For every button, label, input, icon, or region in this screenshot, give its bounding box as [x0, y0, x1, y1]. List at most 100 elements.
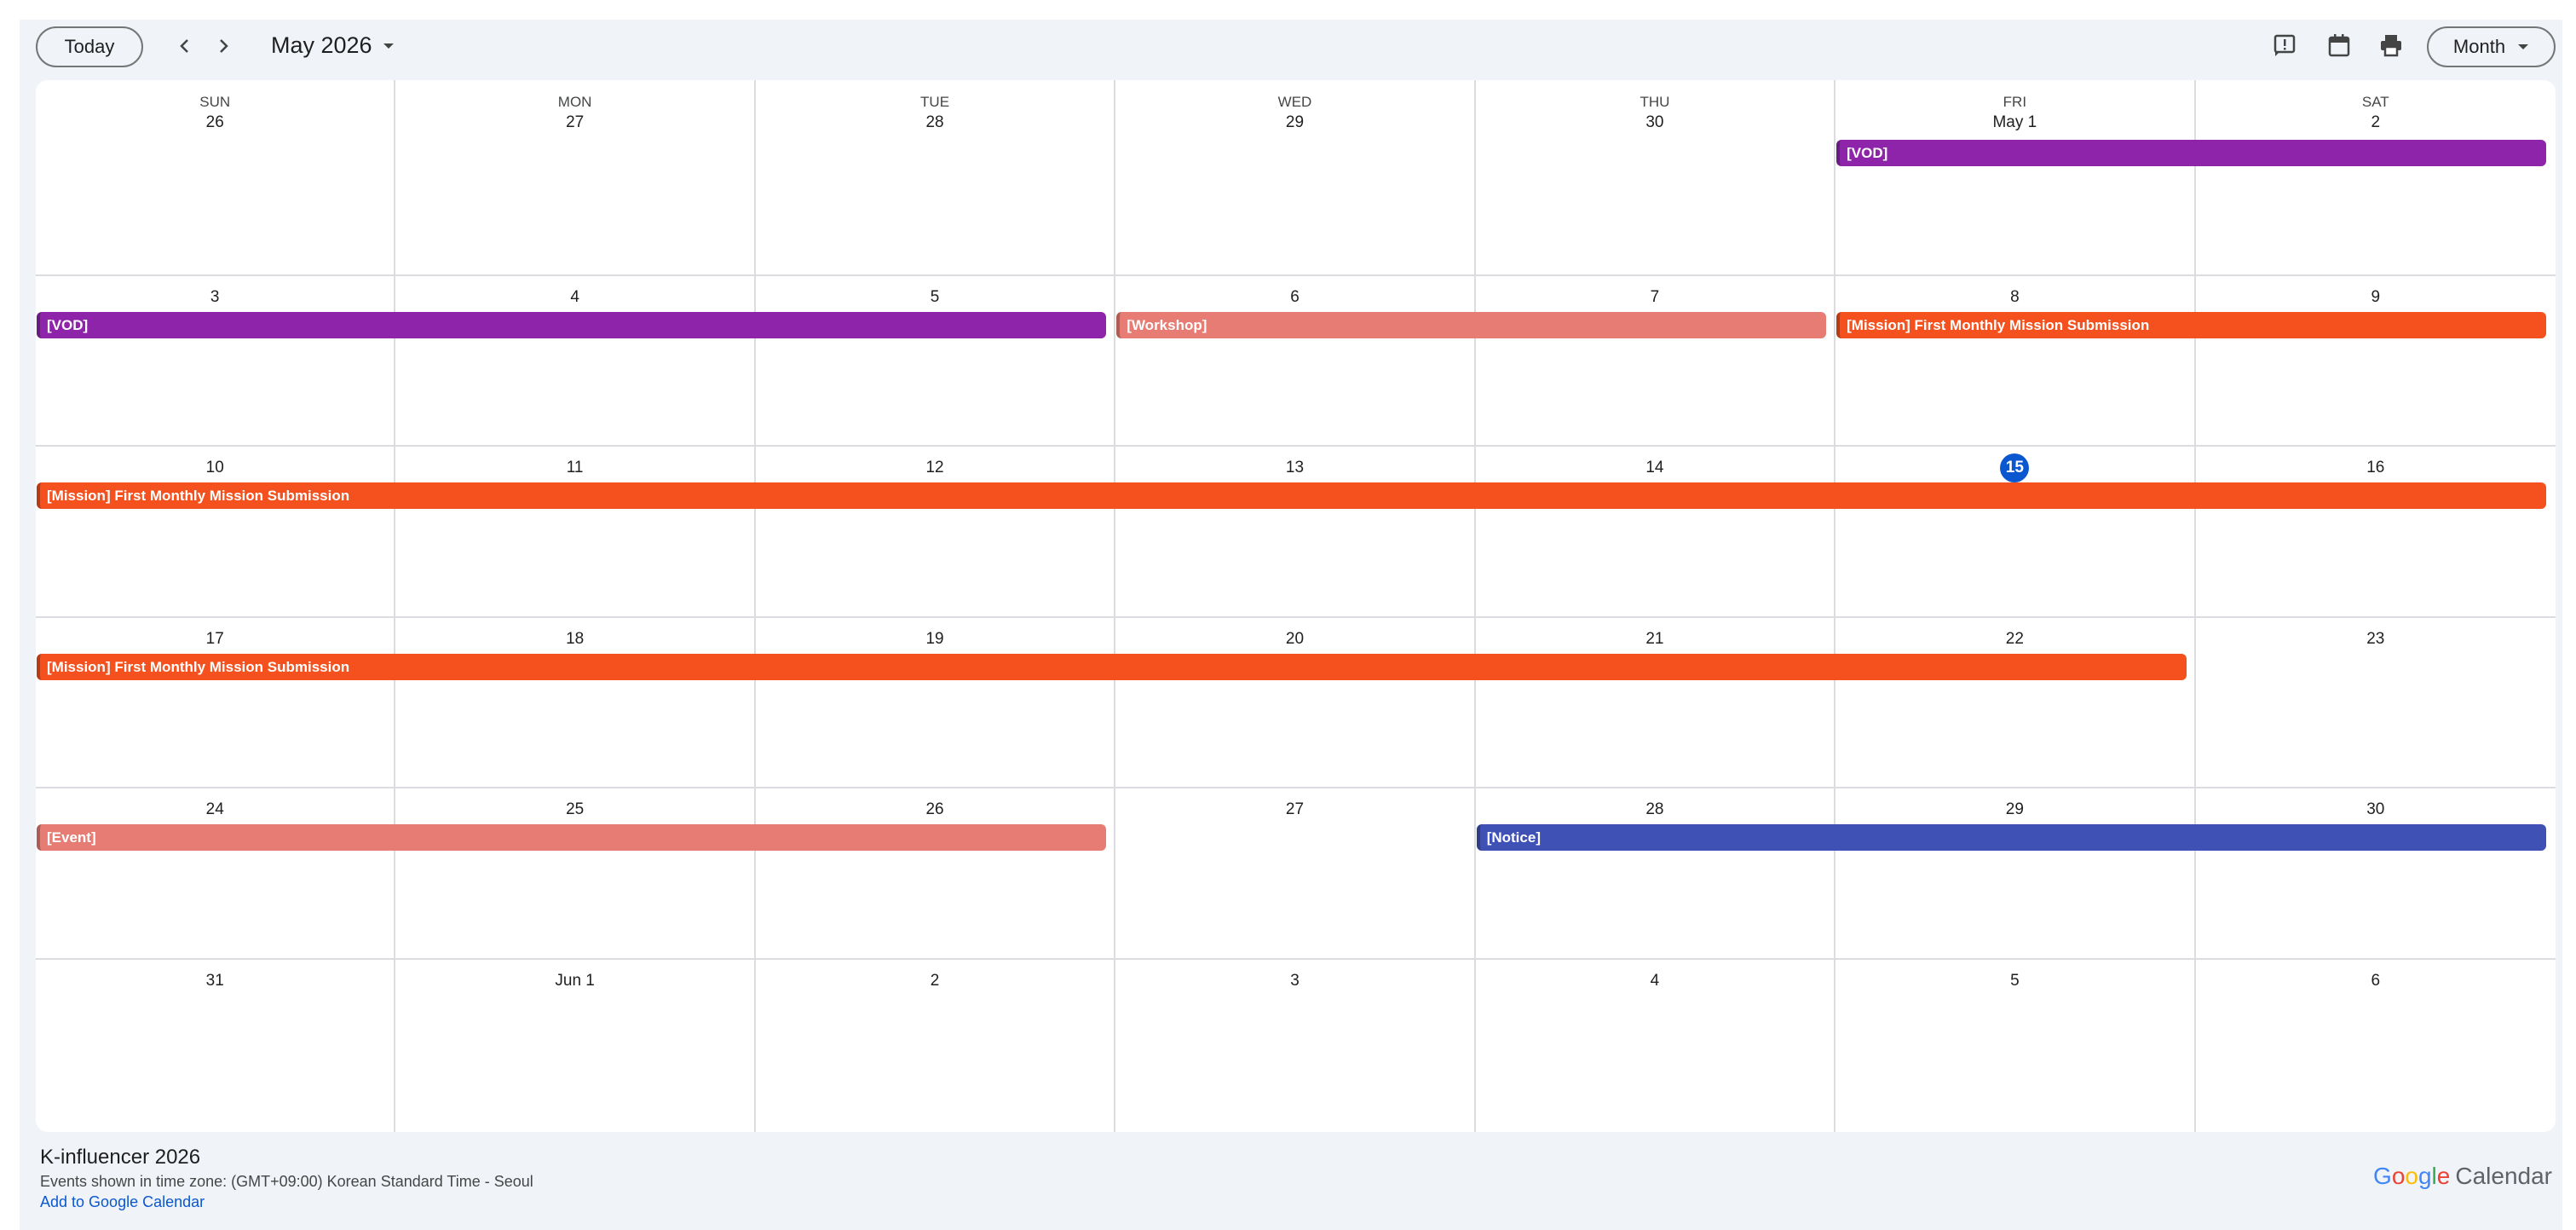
- day-number: 30: [1645, 113, 1664, 131]
- print-icon[interactable]: [2379, 33, 2403, 57]
- day-cell[interactable]: 17: [36, 618, 396, 788]
- event-chip[interactable]: [Mission] First Monthly Mission Submissi…: [37, 482, 2546, 509]
- day-cell[interactable]: 12: [755, 447, 1116, 618]
- day-cell[interactable]: 28: [1475, 788, 1836, 960]
- month-picker[interactable]: May 2026: [271, 32, 395, 59]
- timezone-note: Events shown in time zone: (GMT+09:00) K…: [40, 1173, 533, 1190]
- day-cell[interactable]: THU 30: [1475, 80, 1836, 276]
- day-cell[interactable]: Jun 1: [395, 960, 756, 1132]
- day-number: 27: [1285, 800, 1305, 818]
- day-cell[interactable]: SAT 2: [2195, 80, 2556, 276]
- day-cell[interactable]: 2: [756, 960, 1116, 1132]
- day-number: 14: [1645, 459, 1664, 476]
- day-number: May 1: [1992, 113, 2037, 131]
- day-cell[interactable]: 25: [395, 788, 756, 960]
- brand-letter: o: [2391, 1163, 2406, 1189]
- brand-letter: g: [2418, 1163, 2432, 1189]
- day-cell[interactable]: 14: [1475, 447, 1836, 618]
- day-cell[interactable]: 9: [2195, 276, 2556, 447]
- weekday-label: TUE: [920, 94, 950, 110]
- day-cell[interactable]: 13: [1115, 447, 1476, 618]
- weekday-label: WED: [1277, 94, 1312, 110]
- day-cell[interactable]: 3: [36, 276, 396, 447]
- day-number: 21: [1645, 630, 1664, 648]
- day-cell[interactable]: 21: [1475, 618, 1836, 788]
- day-number: 29: [1285, 113, 1305, 131]
- dropdown-arrow: [383, 43, 394, 49]
- day-cell[interactable]: 5: [1835, 960, 2196, 1132]
- day-cell[interactable]: WED 29: [1115, 80, 1476, 276]
- brand: Google Calendar: [2373, 1163, 2552, 1190]
- day-number: 29: [2005, 800, 2024, 818]
- day-cell[interactable]: 30: [2195, 788, 2556, 960]
- day-number: 27: [566, 113, 585, 131]
- day-number: 12: [925, 459, 944, 476]
- feedback-icon[interactable]: [2273, 33, 2297, 57]
- day-number: 6: [1290, 288, 1300, 306]
- today-button[interactable]: Today: [36, 26, 143, 67]
- day-number: 13: [1285, 459, 1305, 476]
- month-grid: SUN 26 MON 27 TUE 28 WED 29 THU 30 FRI May 1 SAT 2 3 4 5…: [36, 80, 2556, 1132]
- day-number: 3: [210, 288, 220, 306]
- day-cell[interactable]: SUN 26: [36, 80, 396, 276]
- day-cell[interactable]: 29: [1835, 788, 2196, 960]
- day-cell[interactable]: 4: [395, 276, 756, 447]
- day-cell[interactable]: 31: [36, 960, 396, 1132]
- day-cell[interactable]: 19: [755, 618, 1116, 788]
- day-cell[interactable]: 20: [1115, 618, 1476, 788]
- day-number: 2: [930, 972, 940, 990]
- day-cell[interactable]: 24: [36, 788, 396, 960]
- day-cell[interactable]: TUE 28: [755, 80, 1116, 276]
- day-cell[interactable]: MON 27: [395, 80, 756, 276]
- day-number: 26: [925, 800, 944, 818]
- day-number: 25: [566, 800, 585, 818]
- day-cell[interactable]: 11: [395, 447, 756, 618]
- brand-letter: G: [2373, 1163, 2392, 1189]
- day-cell[interactable]: 10: [36, 447, 396, 618]
- view-label: Month: [2452, 36, 2506, 57]
- day-number: 28: [1645, 800, 1664, 818]
- event-chip[interactable]: [VOD]: [1836, 140, 2546, 166]
- day-cell[interactable]: 23: [2195, 618, 2556, 788]
- day-number: 30: [2366, 800, 2385, 818]
- day-cell[interactable]: 4: [1476, 960, 1836, 1132]
- day-number: 5: [930, 288, 940, 306]
- day-number: 20: [1285, 630, 1305, 648]
- day-cell[interactable]: 7: [1475, 276, 1836, 447]
- day-cell[interactable]: 3: [1115, 960, 1476, 1132]
- weekday-label: SAT: [2361, 94, 2389, 110]
- day-cell[interactable]: 18: [395, 618, 756, 788]
- event-chip[interactable]: [Notice]: [1476, 824, 2546, 851]
- day-cell[interactable]: FRI May 1: [1835, 80, 2196, 276]
- day-number: Jun 1: [555, 972, 595, 990]
- day-number: 23: [2366, 630, 2385, 648]
- day-cell[interactable]: 27: [1115, 788, 1476, 960]
- event-chip[interactable]: [Mission] First Monthly Mission Submissi…: [1836, 312, 2546, 338]
- brand-letter: o: [2405, 1163, 2418, 1189]
- day-cell[interactable]: 6: [2196, 960, 2556, 1132]
- day-cell[interactable]: 6: [1115, 276, 1476, 447]
- day-cell[interactable]: 15: [1835, 447, 2196, 618]
- event-chip[interactable]: [Workshop]: [1116, 312, 1827, 338]
- view-button[interactable]: Month: [2427, 26, 2556, 67]
- brand-calendar: Calendar: [2455, 1163, 2552, 1189]
- weekday-label: THU: [1640, 94, 1670, 110]
- day-number: 8: [2010, 288, 2020, 306]
- weekday-label: FRI: [2003, 94, 2027, 110]
- prev-button[interactable]: [175, 36, 195, 56]
- day-cell[interactable]: 5: [755, 276, 1116, 447]
- day-cell[interactable]: 8: [1835, 276, 2196, 447]
- calendar-icon[interactable]: [2327, 33, 2351, 57]
- day-cell[interactable]: 22: [1835, 618, 2196, 788]
- event-chip[interactable]: [Event]: [37, 824, 1107, 851]
- day-number: 26: [205, 113, 224, 131]
- day-number: 6: [2371, 972, 2381, 990]
- event-chip[interactable]: [VOD]: [37, 312, 1107, 338]
- day-cell[interactable]: 26: [755, 788, 1116, 960]
- next-button[interactable]: [213, 36, 233, 56]
- day-number: 3: [1290, 972, 1300, 990]
- day-number: 9: [2371, 288, 2381, 306]
- event-chip[interactable]: [Mission] First Monthly Mission Submissi…: [37, 654, 2187, 680]
- day-cell[interactable]: 16: [2195, 447, 2556, 618]
- add-link[interactable]: Add to Google Calendar: [40, 1193, 205, 1210]
